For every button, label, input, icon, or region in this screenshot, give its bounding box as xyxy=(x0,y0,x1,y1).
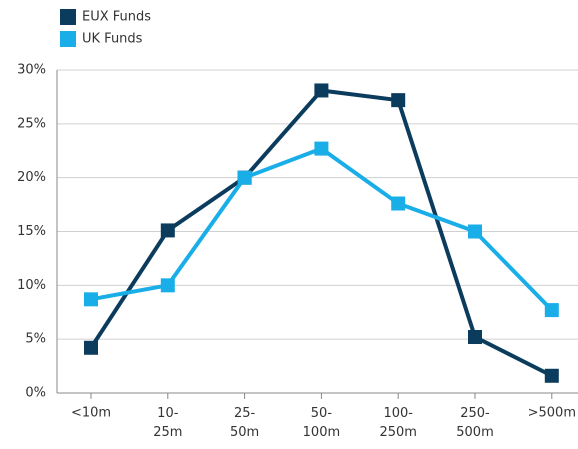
x-tick-label: <10m xyxy=(71,406,111,421)
point xyxy=(84,292,98,307)
point xyxy=(391,93,406,108)
point xyxy=(314,141,329,156)
legend-swatch xyxy=(60,9,76,25)
y-tick-label: 20% xyxy=(17,170,46,185)
point xyxy=(544,303,559,318)
x-tick-label: >500m xyxy=(528,406,576,421)
point xyxy=(468,224,482,239)
y-tick-label: 5% xyxy=(25,332,46,347)
x-tick-label: 100-250m xyxy=(379,406,416,440)
point xyxy=(237,170,252,185)
y-tick-label: 25% xyxy=(17,116,46,131)
point xyxy=(160,223,175,238)
x-tick-label: 250-500m xyxy=(456,406,493,440)
legend-label: UK Funds xyxy=(82,32,143,47)
series-line xyxy=(90,146,554,312)
point xyxy=(314,83,329,98)
point xyxy=(84,340,98,355)
legend-swatch xyxy=(60,31,76,47)
legend-label: EUX Funds xyxy=(82,10,151,25)
x-tick-label: 10-25m xyxy=(153,406,182,440)
series-line xyxy=(89,88,553,378)
point xyxy=(391,196,406,211)
y-tick-label: 0% xyxy=(25,386,46,401)
point xyxy=(468,330,482,345)
y-tick-label: 10% xyxy=(17,278,46,293)
x-tick-label: 25-50m xyxy=(230,406,259,440)
x-tick-label: 50-100m xyxy=(303,406,340,440)
y-tick-label: 15% xyxy=(17,224,46,239)
point xyxy=(544,368,559,383)
y-tick-label: 30% xyxy=(17,63,46,78)
point xyxy=(160,278,175,293)
